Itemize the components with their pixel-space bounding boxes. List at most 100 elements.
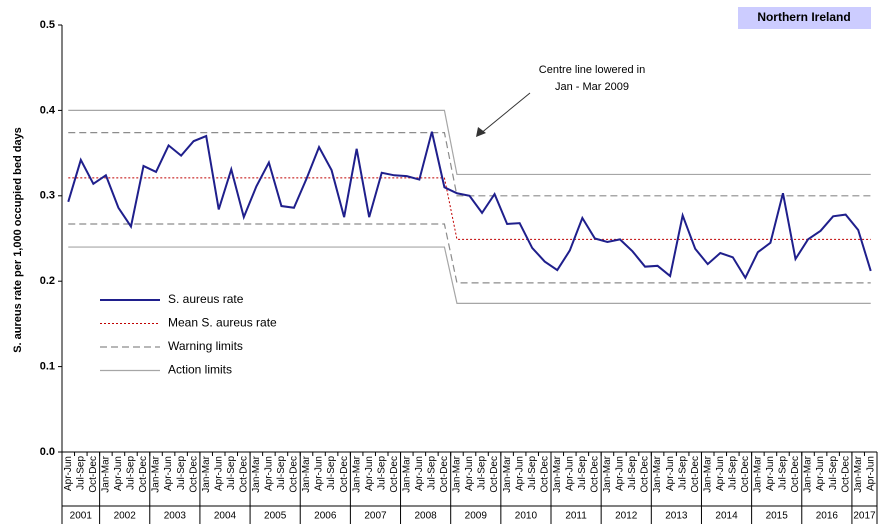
x-tick-label: Jan-Mar xyxy=(502,455,513,492)
x-tick-label: Oct-Dec xyxy=(840,456,851,493)
x-tick-label: Jul-Sep xyxy=(477,456,488,490)
annotation: Centre line lowered in xyxy=(539,64,645,76)
x-tick-label: Jan-Mar xyxy=(853,455,864,492)
legend-label: Mean S. aureus rate xyxy=(168,316,277,330)
x-group-label: 2006 xyxy=(314,511,337,522)
x-tick-label: Oct-Dec xyxy=(590,456,601,493)
x-tick-label: Jul-Sep xyxy=(778,456,789,490)
x-group-label: 2004 xyxy=(214,511,237,522)
series-line xyxy=(68,177,871,240)
x-tick-label: Jul-Sep xyxy=(176,456,187,490)
annotation-arrow xyxy=(479,92,531,135)
x-tick-label: Oct-Dec xyxy=(439,456,450,493)
x-tick-label: Jan-Mar xyxy=(351,455,362,492)
x-tick-label: Jul-Sep xyxy=(577,456,588,490)
x-tick-label: Apr-Jun xyxy=(264,456,275,491)
legend-label: Warning limits xyxy=(168,339,243,353)
x-group-label: 2005 xyxy=(264,511,287,522)
x-group-label: 2002 xyxy=(114,511,137,522)
y-tick-label: 0.3 xyxy=(40,190,55,202)
y-axis-label: S. aureus rate per 1,000 occupied bed da… xyxy=(12,127,24,353)
x-tick-label: Jan-Mar xyxy=(101,455,112,492)
x-tick-label: Apr-Jun xyxy=(63,456,74,491)
y-tick-label: 0.1 xyxy=(40,361,55,373)
x-tick-label: Apr-Jun xyxy=(414,456,425,491)
x-tick-label: Jul-Sep xyxy=(527,456,538,490)
x-tick-label: Oct-Dec xyxy=(389,456,400,493)
series-line xyxy=(68,223,871,284)
x-group-label: 2010 xyxy=(515,511,538,522)
x-tick-label: Apr-Jun xyxy=(765,456,776,491)
x-tick-label: Jan-Mar xyxy=(401,455,412,492)
x-tick-label: Jul-Sep xyxy=(126,456,137,490)
x-tick-label: Oct-Dec xyxy=(489,456,500,493)
x-tick-label: Oct-Dec xyxy=(539,456,550,493)
x-tick-label: Oct-Dec xyxy=(238,456,249,493)
x-tick-label: Apr-Jun xyxy=(514,456,525,491)
x-tick-label: Jul-Sep xyxy=(627,456,638,490)
x-tick-label: Jan-Mar xyxy=(602,455,613,492)
y-tick-label: 0.4 xyxy=(40,104,56,116)
x-tick-label: Apr-Jun xyxy=(615,456,626,491)
x-tick-label: Jan-Mar xyxy=(251,455,262,492)
x-tick-label: Jan-Mar xyxy=(301,455,312,492)
x-tick-label: Apr-Jun xyxy=(364,456,375,491)
x-group-label: 2007 xyxy=(364,511,387,522)
x-tick-label: Apr-Jun xyxy=(865,456,876,491)
series-line xyxy=(67,131,872,280)
x-group-label: 2014 xyxy=(715,511,738,522)
badge: Northern Ireland xyxy=(757,10,850,24)
x-tick-label: Jul-Sep xyxy=(326,456,337,490)
x-group-label: 2016 xyxy=(816,511,839,522)
x-tick-label: Apr-Jun xyxy=(564,456,575,491)
x-tick-label: Jan-Mar xyxy=(452,455,463,492)
x-group-label: 2009 xyxy=(465,511,488,522)
annotation: Jan - Mar 2009 xyxy=(555,81,629,93)
arrow-head xyxy=(476,127,486,137)
x-tick-label: Jul-Sep xyxy=(226,456,237,490)
x-group-label: 2017 xyxy=(853,511,876,522)
y-tick-label: 0.5 xyxy=(40,19,55,31)
x-tick-label: Apr-Jun xyxy=(314,456,325,491)
x-tick-label: Jan-Mar xyxy=(803,455,814,492)
y-tick-label: 0.0 xyxy=(40,446,55,458)
series-line xyxy=(68,109,871,176)
x-group-label: 2012 xyxy=(615,511,638,522)
x-group-label: 2003 xyxy=(164,511,187,522)
badge-box xyxy=(738,7,871,29)
x-tick-label: Oct-Dec xyxy=(640,456,651,493)
x-tick-label: Apr-Jun xyxy=(113,456,124,491)
x-tick-label: Oct-Dec xyxy=(289,456,300,493)
x-group-label: 2008 xyxy=(414,511,437,522)
x-tick-label: Oct-Dec xyxy=(339,456,350,493)
x-tick-label: Jan-Mar xyxy=(552,455,563,492)
x-tick-label: Jan-Mar xyxy=(201,455,212,492)
x-group-label: 2011 xyxy=(565,511,587,522)
x-tick-label: Jan-Mar xyxy=(753,455,764,492)
y-tick-label: 0.2 xyxy=(40,275,55,287)
x-tick-label: Oct-Dec xyxy=(88,456,99,493)
series-line xyxy=(68,132,871,197)
x-group-label: 2013 xyxy=(665,511,688,522)
x-tick-label: Jul-Sep xyxy=(828,456,839,490)
series-line xyxy=(68,246,871,304)
x-tick-label: Oct-Dec xyxy=(690,456,701,493)
x-tick-label: Oct-Dec xyxy=(790,456,801,493)
x-tick-label: Apr-Jun xyxy=(464,456,475,491)
x-group-label: 2001 xyxy=(70,511,93,522)
x-tick-label: Apr-Jun xyxy=(163,456,174,491)
x-tick-label: Apr-Jun xyxy=(213,456,224,491)
x-tick-label: Jul-Sep xyxy=(427,456,438,490)
x-tick-label: Jul-Sep xyxy=(376,456,387,490)
x-tick-label: Apr-Jun xyxy=(815,456,826,491)
x-tick-label: Jul-Sep xyxy=(276,456,287,490)
x-tick-label: Jan-Mar xyxy=(151,455,162,492)
legend-label: Action limits xyxy=(168,363,232,377)
x-tick-label: Jan-Mar xyxy=(652,455,663,492)
x-tick-label: Oct-Dec xyxy=(188,456,199,493)
x-tick-label: Jan-Mar xyxy=(702,455,713,492)
x-tick-label: Apr-Jun xyxy=(715,456,726,491)
legend-label: S. aureus rate xyxy=(168,292,244,306)
x-tick-label: Jul-Sep xyxy=(677,456,688,490)
